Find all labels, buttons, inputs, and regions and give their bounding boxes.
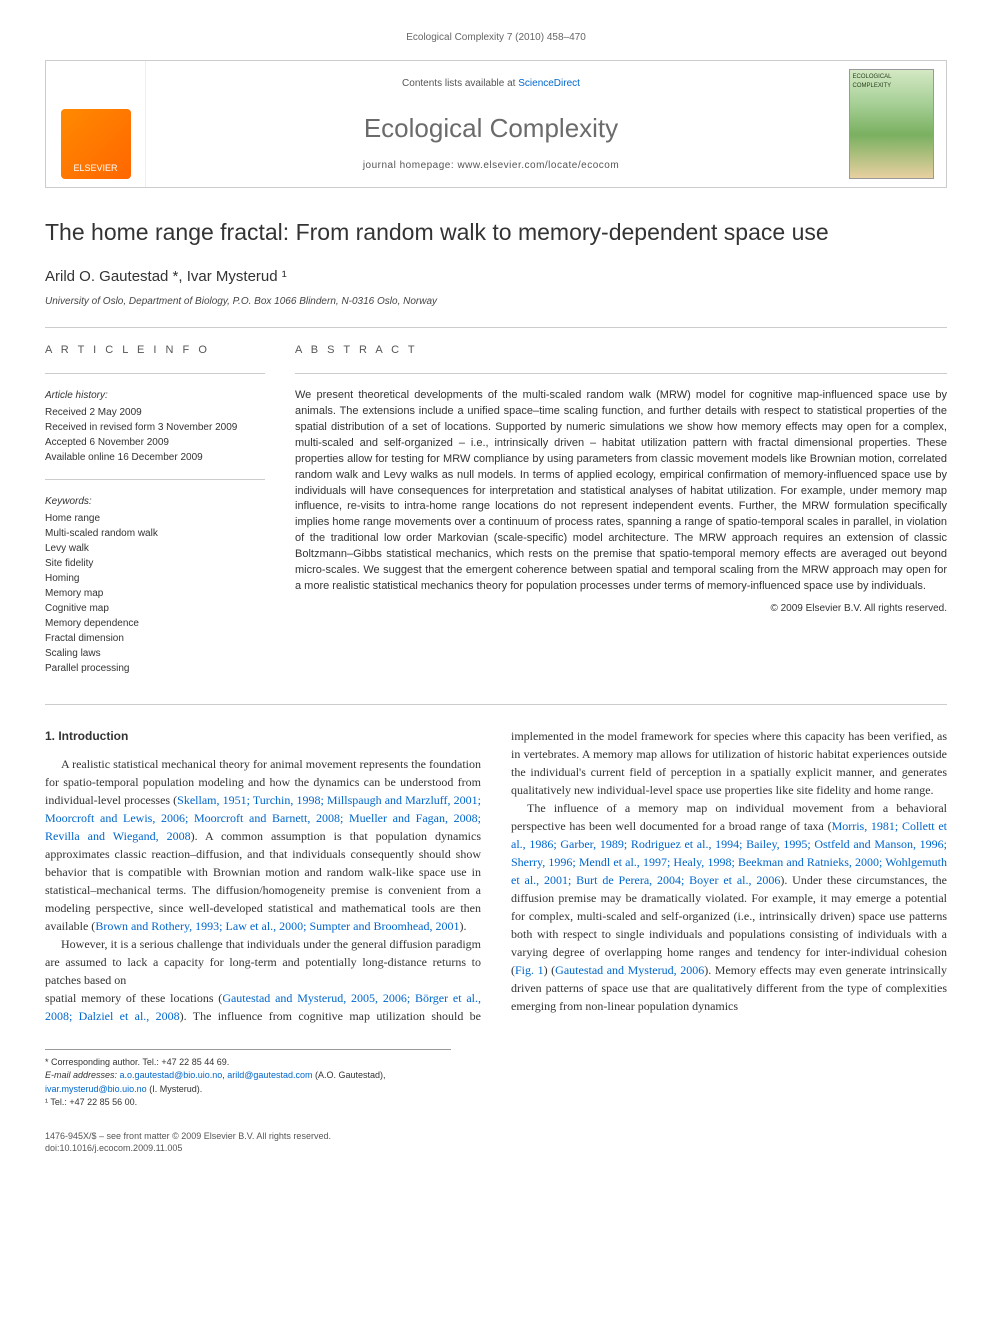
author-list: Arild O. Gautestad *, Ivar Mysterud ¹	[45, 266, 947, 289]
homepage-url[interactable]: www.elsevier.com/locate/ecocom	[457, 160, 619, 171]
abstract-copyright: © 2009 Elsevier B.V. All rights reserved…	[295, 601, 947, 616]
banner-center: Contents lists available at ScienceDirec…	[146, 61, 836, 187]
corr-tel: Tel.: +47 22 85 44 69.	[142, 1057, 229, 1067]
homepage-prefix: journal homepage:	[363, 160, 454, 171]
contents-available-line: Contents lists available at ScienceDirec…	[402, 76, 580, 91]
bottom-meta: 1476-945X/$ – see front matter © 2009 El…	[45, 1130, 947, 1155]
abstract-column: A B S T R A C T We present theoretical d…	[295, 342, 947, 690]
email-link-2[interactable]: ivar.mysterud@bio.uio.no	[45, 1084, 147, 1094]
citation-group-2[interactable]: Brown and Rothery, 1993; Law et al., 200…	[95, 919, 459, 933]
running-header: Ecological Complexity 7 (2010) 458–470	[45, 30, 947, 45]
divider-top	[45, 327, 947, 328]
keywords-heading: Keywords:	[45, 494, 265, 509]
email-link-1[interactable]: a.o.gautestad@bio.uio.no	[120, 1070, 223, 1080]
article-info-label: A R T I C L E I N F O	[45, 342, 265, 359]
p4-text-b: ). Under these circumstances, the diffus…	[511, 873, 947, 977]
footnote-1: ¹ Tel.: +47 22 85 56 00.	[45, 1096, 451, 1110]
intro-paragraph-1: A realistic statistical mechanical theor…	[45, 755, 481, 935]
abstract-label: A B S T R A C T	[295, 342, 947, 359]
journal-homepage-line: journal homepage: www.elsevier.com/locat…	[363, 158, 619, 173]
p3-text-a: spatial memory of these locations (	[45, 991, 222, 1005]
p4-text-c: ) (	[544, 963, 556, 977]
history-heading: Article history:	[45, 388, 265, 403]
info-divider-2	[45, 479, 265, 480]
keywords-block: Keywords: Home range Multi-scaled random…	[45, 494, 265, 676]
article-history-block: Article history: Received 2 May 2009 Rec…	[45, 388, 265, 465]
p1-text-b: ). A common assumption is that populatio…	[45, 829, 481, 933]
body-two-column: 1. Introduction A realistic statistical …	[45, 727, 947, 1025]
abstract-text: We present theoretical developments of t…	[295, 388, 947, 595]
email-name-2: (I. Mysterud).	[149, 1084, 202, 1094]
divider-bottom	[45, 704, 947, 705]
email-link-1b[interactable]: arild@gautestad.com	[227, 1070, 312, 1080]
intro-paragraph-4: The influence of a memory map on individ…	[511, 799, 947, 1015]
corr-label: * Corresponding author.	[45, 1057, 140, 1067]
sciencedirect-link[interactable]: ScienceDirect	[518, 78, 580, 89]
abs-divider	[295, 373, 947, 374]
journal-banner: ELSEVIER Contents lists available at Sci…	[45, 60, 947, 188]
citation-group-5[interactable]: Gautestad and Mysterud, 2006	[555, 963, 704, 977]
keywords-text: Home range Multi-scaled random walk Levy…	[45, 511, 265, 676]
issn-copyright-line: 1476-945X/$ – see front matter © 2009 El…	[45, 1130, 947, 1143]
affiliation: University of Oslo, Department of Biolog…	[45, 294, 947, 309]
article-title: The home range fractal: From random walk…	[45, 218, 947, 248]
publisher-logo-cell: ELSEVIER	[46, 61, 146, 187]
info-divider-1	[45, 373, 265, 374]
elsevier-logo: ELSEVIER	[61, 109, 131, 179]
info-abstract-row: A R T I C L E I N F O Article history: R…	[45, 342, 947, 690]
contents-prefix: Contents lists available at	[402, 78, 515, 89]
email-name-1: (A.O. Gautestad),	[315, 1070, 386, 1080]
figure-reference-1[interactable]: Fig. 1	[515, 963, 544, 977]
email-line: E-mail addresses: a.o.gautestad@bio.uio.…	[45, 1069, 451, 1096]
section-heading-intro: 1. Introduction	[45, 727, 481, 745]
corresponding-author-line: * Corresponding author. Tel.: +47 22 85 …	[45, 1056, 451, 1070]
p1-text-c: ).	[459, 919, 466, 933]
email-label: E-mail addresses:	[45, 1070, 117, 1080]
doi-line: doi:10.1016/j.ecocom.2009.11.005	[45, 1142, 947, 1155]
journal-cover-thumbnail: ECOLOGICAL COMPLEXITY	[849, 69, 934, 179]
history-text: Received 2 May 2009 Received in revised …	[45, 405, 265, 465]
intro-paragraph-2: However, it is a serious challenge that …	[45, 935, 481, 989]
footnotes-block: * Corresponding author. Tel.: +47 22 85 …	[45, 1049, 451, 1110]
article-info-column: A R T I C L E I N F O Article history: R…	[45, 342, 265, 690]
journal-title: Ecological Complexity	[364, 109, 618, 148]
cover-thumb-cell: ECOLOGICAL COMPLEXITY	[836, 61, 946, 187]
